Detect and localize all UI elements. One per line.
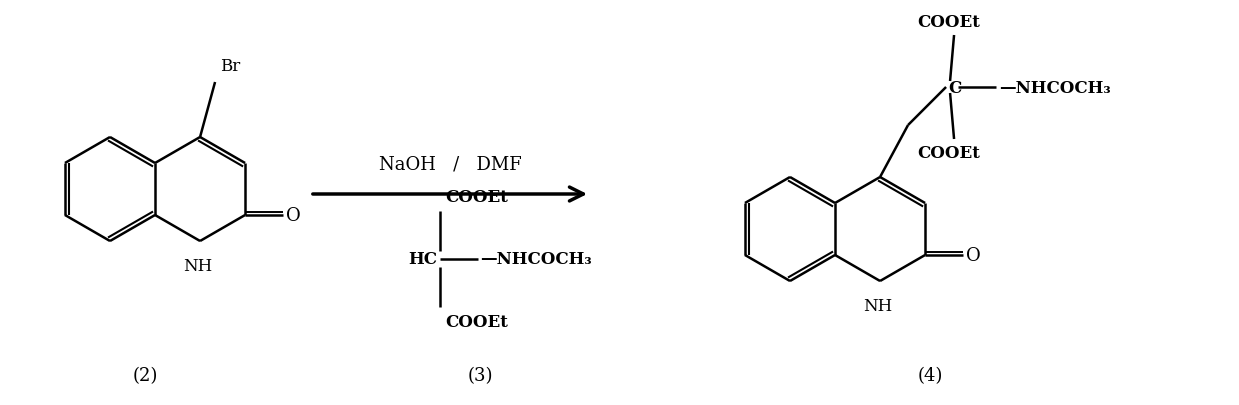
Text: —NHCOCH₃: —NHCOCH₃	[479, 251, 592, 268]
Text: COOEt: COOEt	[918, 145, 980, 162]
Text: (2): (2)	[133, 366, 157, 384]
Text: COOEt: COOEt	[445, 189, 508, 205]
Text: NH: NH	[183, 257, 213, 274]
Text: (4): (4)	[917, 366, 943, 384]
Text: NaOH   /   DMF: NaOH / DMF	[379, 155, 522, 173]
Text: HC: HC	[408, 251, 437, 268]
Text: NH: NH	[864, 297, 892, 314]
Text: Br: Br	[221, 58, 240, 75]
Text: COOEt: COOEt	[445, 313, 508, 330]
Text: COOEt: COOEt	[918, 14, 980, 31]
Text: O: O	[966, 246, 981, 264]
Text: —NHCOCH₃: —NHCOCH₃	[999, 79, 1110, 96]
Text: O: O	[286, 207, 301, 224]
Text: (3): (3)	[467, 366, 493, 384]
Text: C: C	[948, 79, 961, 96]
